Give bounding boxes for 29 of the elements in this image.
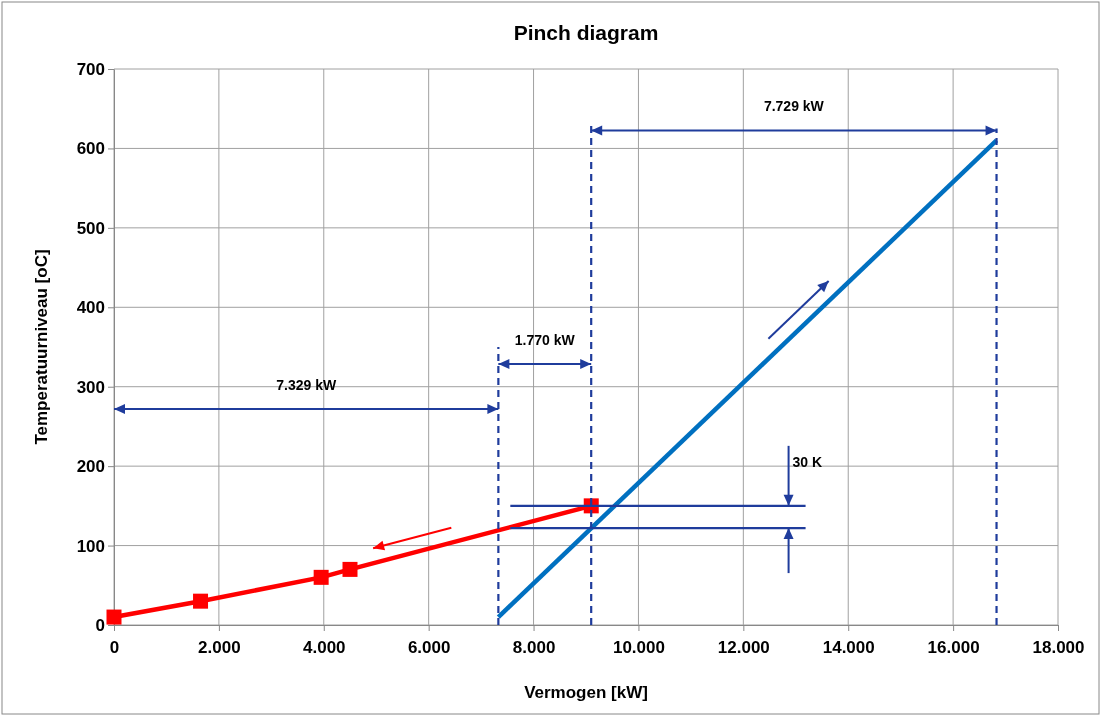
x-tick-label: 16.000 <box>927 637 980 657</box>
x-tick-label: 8.000 <box>512 637 556 657</box>
chart-title: Pinch diagram <box>513 21 659 44</box>
x-axis-title: Vermogen [kW] <box>524 683 648 702</box>
x-tick-label: 12.000 <box>717 637 770 657</box>
annotation: 7.329 kW <box>276 376 337 393</box>
point <box>342 561 358 577</box>
x-tick-label: 6.000 <box>407 637 451 657</box>
y-tick-label: 700 <box>76 59 105 79</box>
y-tick-label: 0 <box>95 615 105 635</box>
y-tick-label: 200 <box>76 457 105 477</box>
x-tick-label: 18.000 <box>1032 637 1085 657</box>
point <box>193 593 209 609</box>
x-tick-label: 10.000 <box>612 637 665 657</box>
point <box>313 569 329 585</box>
x-tick-label: 4.000 <box>303 637 346 657</box>
annotation: 1.770 kW <box>514 331 576 348</box>
annotation: 30 K <box>792 453 823 470</box>
y-tick-label: 300 <box>76 377 105 397</box>
y-axis-title: Temperatuurniveau [oC] <box>32 249 51 445</box>
x-tick-label: 0 <box>109 637 120 657</box>
annotation: 7.729 kW <box>763 98 825 115</box>
y-tick-label: 100 <box>76 536 105 556</box>
y-tick-label: 500 <box>76 218 105 238</box>
point <box>106 609 122 625</box>
y-tick-label: 600 <box>76 139 105 159</box>
x-tick-label: 14.000 <box>822 637 875 657</box>
x-tick-label: 2.000 <box>198 637 241 657</box>
y-tick-label: 400 <box>76 298 105 318</box>
